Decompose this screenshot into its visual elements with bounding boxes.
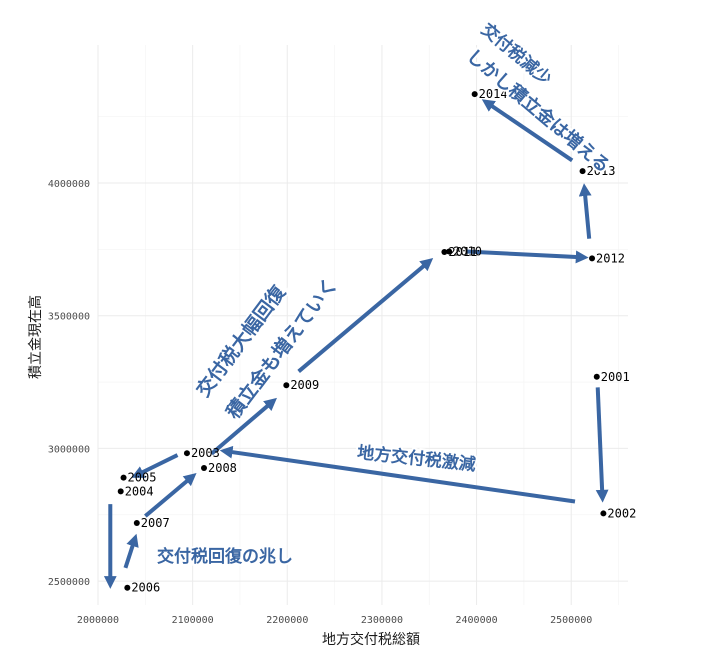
data-point [471,91,478,98]
data-point-label: 2007 [141,516,170,530]
data-point [120,474,127,481]
arrow-2006-2007 [123,533,139,569]
y-tick-label: 4000000 [48,179,90,190]
data-point [441,249,448,256]
x-tick-label: 2200000 [266,615,308,626]
x-axis-title: 地方交付税総額 [322,631,420,648]
grid [97,45,628,605]
data-point [201,465,207,472]
arrow-2007-2008 [144,472,197,518]
data-point-label: 2005 [128,471,157,485]
data-point [183,450,190,457]
data-point-label: 2013 [587,164,616,178]
axes: 2000000 2100000 2200000 2300000 2400000 25000… [27,179,592,648]
data-point-label: 2011 [448,245,477,259]
arrow-2008-2009 [210,397,277,456]
x-tick-label: 2000000 [77,615,119,626]
arrow-2010-2012 [466,249,589,264]
arrow-2009-2010 [297,258,434,373]
arrow-2003-2005 [131,453,179,478]
data-point [133,519,140,526]
y-tick-label: 3000000 [48,444,90,455]
annotations: 地方交付税激減交付税回復の兆し交付税大幅回復積立金も増えていく交付税減少しかし積… [155,17,616,569]
arrow-2002-2003 [219,445,576,504]
arrow-2013-2014 [481,99,574,163]
data-point-label: 2002 [607,506,636,520]
data-point [579,168,586,175]
x-tick-label: 2100000 [172,615,214,626]
annotation-text: 交付税回復の兆し [157,546,293,567]
data-point-label: 2004 [125,484,154,498]
data-point [446,248,453,255]
arrow-2012-2013 [578,183,592,239]
trend-arrows [103,99,609,589]
data-point-label: 2009 [290,378,319,392]
data-point-label: 2008 [208,461,237,475]
data-point-label: 2010 [453,244,482,258]
arrow-2001-2002 [595,387,609,503]
y-axis-title: 積立金現在高 [27,295,44,379]
data-point-label: 2006 [131,581,160,595]
x-tick-label: 2500000 [550,615,592,626]
data-point [589,255,596,262]
data-point-label: 2014 [479,87,508,101]
data-point-label: 2003 [191,446,220,460]
data-point-label: 2012 [596,251,625,265]
data-point [117,488,124,495]
data-point [124,584,131,591]
x-tick-label: 2300000 [361,615,403,626]
y-tick-label: 3500000 [48,312,90,323]
data-point [600,510,607,517]
data-point-label: 2001 [601,370,630,384]
y-tick-label: 2500000 [48,577,90,588]
x-tick-label: 2400000 [455,615,497,626]
annotation-text: 地方交付税激減 [356,442,477,475]
data-point [593,373,600,380]
data-point [283,382,290,389]
